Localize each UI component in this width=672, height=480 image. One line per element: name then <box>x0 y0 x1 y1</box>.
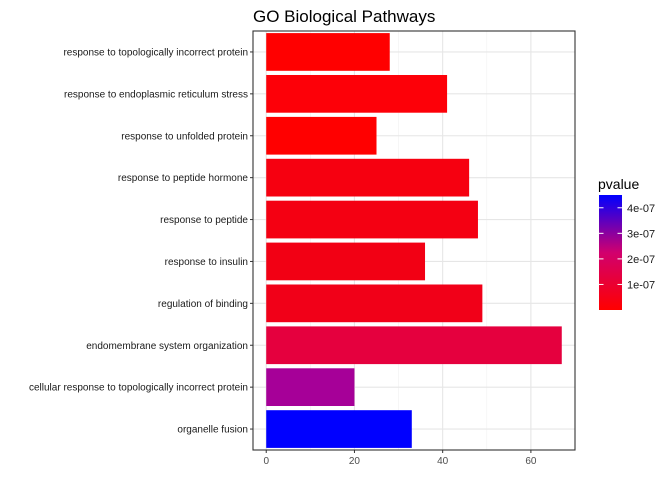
x-tick-label: 0 <box>263 456 269 467</box>
bar <box>266 200 478 239</box>
legend-ticks: 1e-07 2e-07 3e-07 4e-07 <box>599 203 655 291</box>
bar <box>266 368 355 407</box>
bar <box>266 74 448 113</box>
legend-tick-label: 4e-07 <box>627 203 655 215</box>
y-tick-label: endomembrane system organization <box>86 341 248 352</box>
y-tick-label: regulation of binding <box>158 299 248 310</box>
y-tick-label: response to peptide <box>160 215 248 226</box>
y-tick-label: response to unfolded protein <box>121 131 248 142</box>
legend-tick-label: 1e-07 <box>627 279 655 291</box>
bar <box>266 326 562 365</box>
bar <box>266 33 390 71</box>
legend-title: pvalue <box>598 176 639 192</box>
bar <box>266 284 483 323</box>
legend: pvalue 1e-07 2e-07 3e-07 4e-07 <box>598 176 655 310</box>
y-tick-label: organelle fusion <box>177 425 248 436</box>
panel-border <box>252 30 576 451</box>
y-tick-label: cellular response to topologically incor… <box>29 383 248 394</box>
bar <box>266 158 470 197</box>
chart-title: GO Biological Pathways <box>253 7 435 26</box>
x-tick-label: 40 <box>437 456 449 467</box>
y-tick-label: response to endoplasmic reticulum stress <box>64 89 248 100</box>
legend-tick-label: 3e-07 <box>627 228 655 240</box>
bar <box>266 242 426 281</box>
y-tick-label: response to insulin <box>165 257 248 268</box>
x-tick-label: 60 <box>525 456 537 467</box>
y-tick-label: response to topologically incorrect prot… <box>63 47 248 58</box>
y-tick-label: response to peptide hormone <box>118 173 249 184</box>
bar <box>266 410 412 448</box>
legend-colorbar <box>599 195 622 310</box>
legend-tick-label: 2e-07 <box>627 254 655 266</box>
x-tick-label: 20 <box>349 456 361 467</box>
bar <box>266 116 377 155</box>
plot-panel: response to topologically incorrect prot… <box>29 30 576 467</box>
